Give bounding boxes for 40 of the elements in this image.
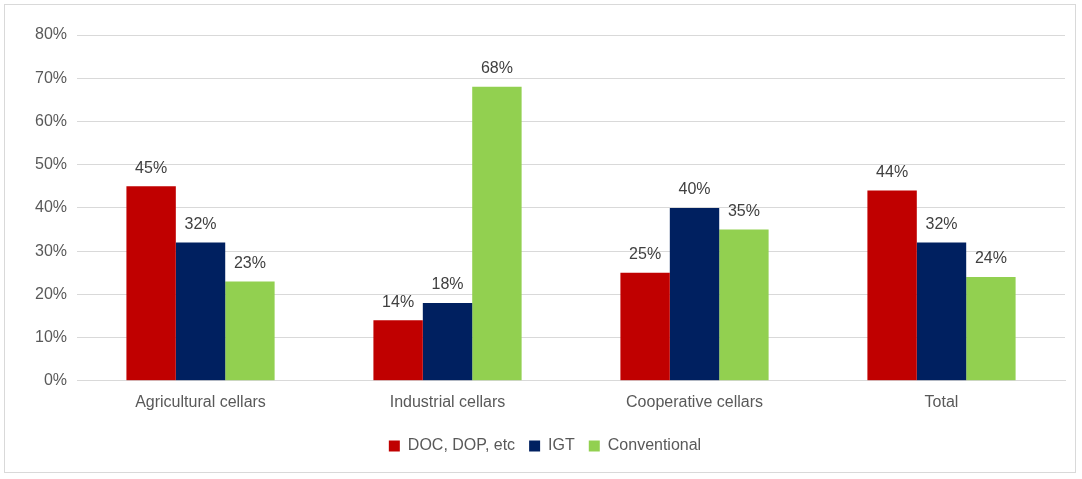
legend-label: IGT [548,436,575,454]
data-label: 18% [431,275,464,293]
data-label: 23% [233,253,266,271]
data-label: 68% [480,59,513,77]
y-tick-label: 20% [34,284,68,302]
y-tick-label: 10% [34,327,68,345]
data-label: 44% [876,163,909,181]
data-label: 32% [925,214,958,232]
bar [867,190,917,381]
y-tick-label: 0% [43,371,68,389]
data-label: 40% [678,180,711,198]
y-tick-label: 40% [34,198,68,216]
data-label: 14% [382,292,415,310]
y-tick-label: 70% [34,68,68,86]
x-tick-label: Agricultural cellars [135,392,266,410]
data-label: 35% [727,201,760,219]
bar [719,229,769,381]
data-label: 24% [974,249,1007,267]
data-label: 32% [184,214,217,232]
y-tick-label: 80% [34,25,68,43]
bar [225,281,275,381]
bar [373,320,423,381]
bar [620,272,670,381]
y-tick-label: 60% [34,111,68,129]
bar [966,277,1016,381]
legend-label: Conventional [607,436,702,454]
y-tick-label: 50% [34,155,68,173]
bar [472,86,522,381]
bar [669,207,720,381]
data-label: 25% [629,245,662,263]
bar [422,303,473,381]
data-label: 45% [135,158,168,176]
y-tick-label: 30% [34,241,68,259]
bar [126,186,176,381]
x-tick-label: Total [924,392,959,410]
bar [916,242,967,381]
x-tick-label: Industrial cellars [389,392,506,410]
legend-label: DOC, DOP, etc [407,436,516,454]
x-tick-label: Cooperative cellars [626,392,763,410]
bar [175,242,226,381]
